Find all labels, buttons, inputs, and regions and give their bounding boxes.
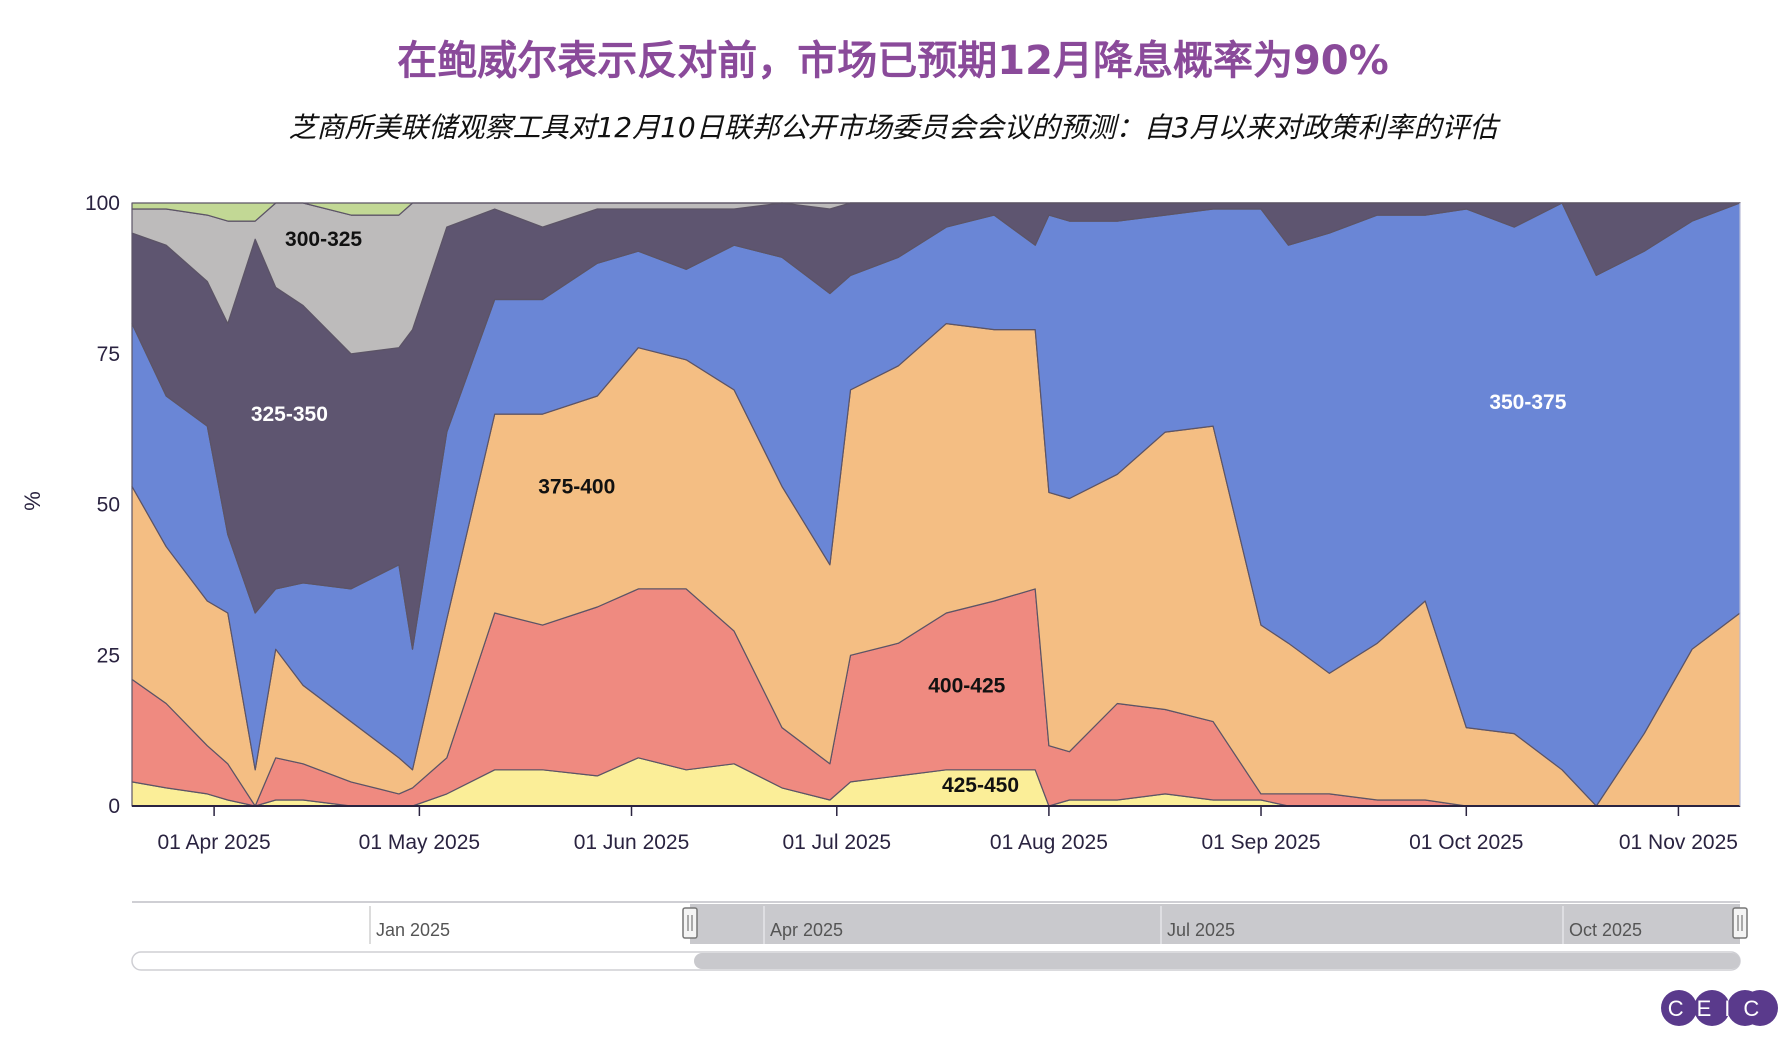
y-tick-label: 75 (97, 343, 120, 366)
ceic-logo: CEIC (1661, 990, 1778, 1026)
y-tick-label: 50 (97, 494, 120, 517)
y-tick-label: 25 (97, 644, 120, 667)
chart-subtitle: 芝商所美联储观察工具对12月10日联邦公开市场委员会会议的预测：自3月以来对政策… (288, 111, 1498, 144)
series-label-400-425: 400-425 (928, 674, 1005, 697)
axes: 0 25 50 75 100 01 Apr 2025 01 May 2025 01 Jun 2… (85, 192, 1741, 854)
navigator-right-handle[interactable] (1732, 907, 1748, 939)
y-tick-label: 0 (108, 795, 120, 818)
series-label-300-325: 300-325 (285, 228, 362, 251)
x-tick-label: 01 Jul 2025 (782, 831, 891, 854)
navigator-label: Jan 2025 (376, 920, 450, 940)
y-axis-label: % (20, 491, 45, 511)
x-tick-label: 01 Nov 2025 (1619, 831, 1738, 854)
y-tick-label: 100 (85, 192, 120, 215)
navigator-selected-range[interactable] (690, 904, 1740, 944)
navigator-label: Apr 2025 (770, 920, 843, 940)
series-label-375-400: 375-400 (538, 475, 615, 498)
navigator-scrollbar-thumb[interactable] (694, 953, 1740, 969)
x-tick-label: 01 May 2025 (359, 831, 480, 854)
series-label-325-350: 325-350 (251, 403, 328, 426)
x-tick-label: 01 Aug 2025 (990, 831, 1108, 854)
series-area-275-300[interactable] (131, 202, 1741, 222)
x-tick-label: 01 Oct 2025 (1409, 831, 1523, 854)
series-areas (131, 202, 1741, 807)
navigator-label: Jul 2025 (1167, 920, 1235, 940)
x-tick-label: 01 Jun 2025 (574, 831, 690, 854)
x-tick-label: 01 Sep 2025 (1201, 831, 1320, 854)
series-label-350-375: 350-375 (1489, 391, 1566, 414)
series-label-425-450: 425-450 (942, 774, 1019, 797)
range-navigator[interactable]: Jan 2025 Apr 2025 Jul 2025 Oct 2025 (131, 901, 1748, 971)
navigator-label: Oct 2025 (1569, 920, 1642, 940)
x-tick-label: 01 Apr 2025 (157, 831, 270, 854)
navigator-left-handle[interactable] (682, 907, 698, 939)
chart-title: 在鲍威尔表示反对前，市场已预期12月降息概率为90% (397, 38, 1389, 84)
series-labels: 300-325 325-350 375-400 400-425 425-450 350-3… (251, 228, 1567, 797)
logo-text: CEIC (1668, 996, 1773, 1021)
